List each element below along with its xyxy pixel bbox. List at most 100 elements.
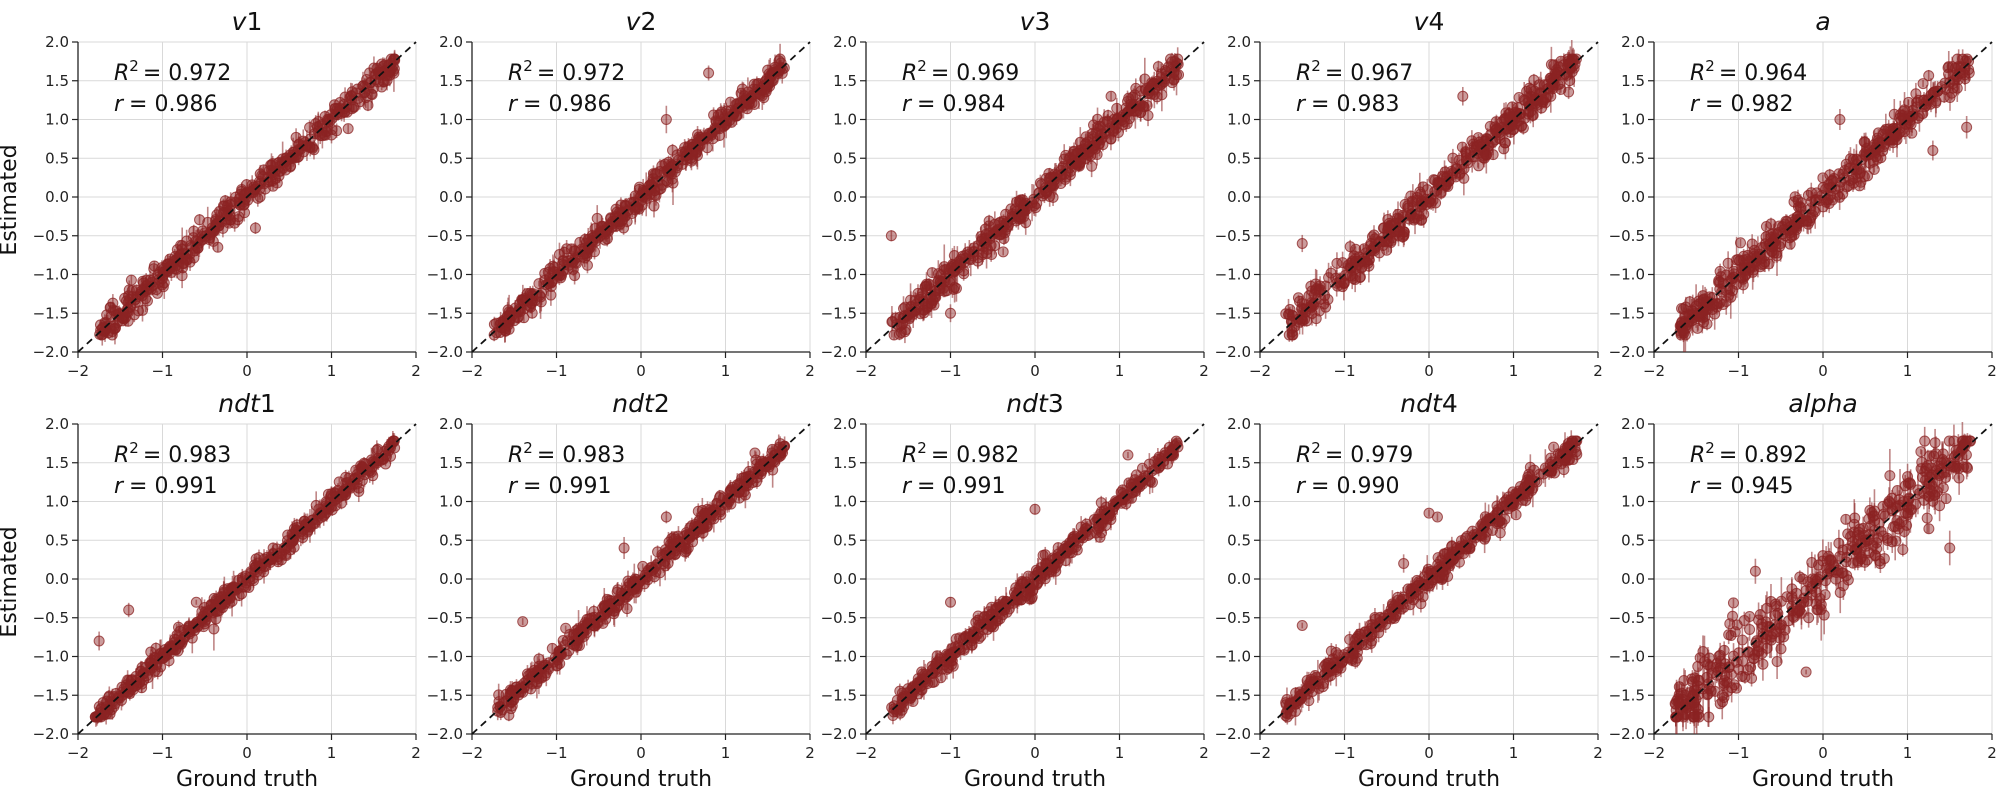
data-point	[219, 200, 231, 212]
y-tick-label: 2.0	[45, 33, 69, 51]
data-point	[1853, 163, 1865, 175]
title-index: 3	[1034, 7, 1050, 36]
data-point	[1775, 238, 1787, 250]
data-point	[1039, 185, 1051, 197]
data-point	[1506, 101, 1518, 113]
data-point	[616, 215, 628, 227]
data-point	[1746, 238, 1758, 250]
data-point	[197, 233, 209, 245]
data-point	[1714, 265, 1726, 277]
y-tick-label: −2.0	[1215, 343, 1251, 361]
y-tick-label: 1.0	[439, 111, 463, 129]
data-point	[151, 287, 163, 299]
x-tick-label: −1	[1727, 362, 1749, 380]
data-point	[645, 179, 657, 191]
data-point	[1824, 169, 1836, 181]
data-point	[1409, 212, 1421, 224]
data-point	[1169, 56, 1181, 68]
y-tick-label: 0.5	[1621, 149, 1645, 167]
data-point	[933, 274, 945, 286]
y-tick-label: −0.5	[1215, 227, 1251, 245]
scatter-panel: −2 −1 0 1 2 −2.0 −1.5 −1.0 −0.5 0.0 0.5 1.0 1.5 2.0 v4…	[1215, 7, 1603, 380]
data-point	[1832, 189, 1844, 201]
data-point	[997, 246, 1009, 258]
data-point	[1963, 55, 1975, 67]
x-tick-label: 2	[805, 362, 815, 380]
data-point	[1283, 309, 1295, 321]
r2-symbol: R	[902, 61, 917, 86]
x-tick-label: 1	[327, 362, 337, 380]
identity-line	[1259, 41, 1599, 353]
data-point	[1173, 69, 1185, 81]
data-point	[1453, 154, 1465, 166]
data-points	[89, 430, 401, 727]
data-point	[546, 275, 558, 287]
r-value: = 0.986	[523, 92, 611, 117]
data-point	[1963, 67, 1975, 79]
y-tick-label: −1.5	[33, 686, 69, 704]
data-point	[895, 327, 907, 339]
x-tick-label: −2	[67, 362, 89, 380]
data-point	[1524, 106, 1536, 118]
y-tick-label: −0.5	[821, 227, 857, 245]
y-tick-label: −1.5	[33, 304, 69, 322]
data-point	[122, 290, 134, 302]
r2-stat: R2 = 0.964	[1690, 57, 1807, 86]
r-symbol: r	[114, 92, 125, 117]
y-tick-label: −1.0	[1609, 266, 1645, 284]
y-tick-label: 1.5	[1227, 72, 1251, 90]
data-point	[1306, 307, 1318, 319]
data-point	[655, 183, 667, 195]
y-tick-label: −1.0	[33, 266, 69, 284]
data-point	[1040, 172, 1052, 184]
x-tick-label: 0	[242, 744, 252, 762]
data-point	[1392, 208, 1404, 220]
data-point	[750, 88, 762, 100]
y-tick-label: 2.0	[1621, 33, 1645, 51]
data-point	[1763, 238, 1775, 250]
data-point	[290, 131, 302, 143]
data-point	[249, 222, 261, 234]
data-point	[1957, 53, 1969, 65]
data-point	[1458, 172, 1470, 184]
scatter-panel: −2 −1 0 1 2 −2.0 −1.5 −1.0 −0.5 0.0 0.5 1.0 1.5 2.0 v3…	[821, 7, 1209, 380]
identity-line	[77, 41, 417, 353]
data-point	[208, 623, 220, 635]
y-tick-label: 0.0	[833, 188, 857, 206]
data-point	[1292, 292, 1304, 304]
data-point	[1363, 254, 1375, 266]
data-point	[886, 316, 898, 328]
r-stat: r = 0.982	[1690, 92, 1793, 117]
y-tick-label: −2.0	[33, 343, 69, 361]
x-tick-label: −2	[67, 744, 89, 762]
data-point	[266, 159, 278, 171]
y-tick-label: 0.5	[45, 531, 69, 549]
r2-exponent: 2	[1705, 57, 1715, 75]
x-tick-label: 1	[327, 744, 337, 762]
r2-stat: R2 = 0.967	[1296, 57, 1413, 86]
r-value: = 0.983	[1311, 92, 1399, 117]
data-point	[1166, 77, 1178, 89]
data-point	[273, 170, 285, 182]
data-point	[905, 294, 917, 306]
r-value: = 0.984	[917, 92, 1005, 117]
data-point	[703, 67, 715, 79]
x-tick-label: 1	[721, 362, 731, 380]
data-point	[322, 115, 334, 127]
data-point	[1734, 237, 1746, 249]
y-tick-label: −1.0	[1215, 266, 1251, 284]
y-tick-label: 2.0	[439, 33, 463, 51]
identity-line	[471, 41, 811, 353]
x-tick-label: 0	[1424, 362, 1434, 380]
data-point	[1860, 146, 1872, 158]
data-point	[524, 287, 536, 299]
data-point	[169, 263, 181, 275]
scatter-panel: −2 −1 0 1 2−2.0−1.5−1.0−0.50.00.51.01.52.0aR…	[1609, 7, 1997, 380]
x-tick-label: 0	[1030, 362, 1040, 380]
r-stat: r = 0.986	[508, 92, 611, 117]
panel-title: v4	[1414, 7, 1445, 36]
y-tick-label: 0.5	[1227, 149, 1251, 167]
data-point	[1526, 95, 1538, 107]
data-point	[1149, 83, 1161, 95]
